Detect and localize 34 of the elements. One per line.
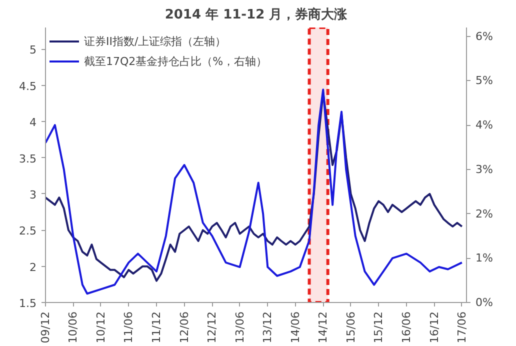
y2-tick-label: 3% <box>476 162 493 176</box>
x-tick-label: 13/06 <box>233 311 246 344</box>
x-tick-label: 15/12 <box>372 311 386 344</box>
x-tick-label: 17/06 <box>455 311 468 344</box>
x-tick-label: 11/12 <box>150 311 163 344</box>
x-tick-label: 11/06 <box>122 311 136 344</box>
x-tick-label: 14/06 <box>288 311 302 344</box>
y-tick-label: 4.5 <box>19 80 37 93</box>
x-tick-label: 12/06 <box>178 311 191 344</box>
y-tick-label: 3.5 <box>19 152 37 166</box>
y-tick-label: 2 <box>30 260 36 274</box>
y-tick-label: 4 <box>30 116 36 130</box>
y2-tick-label: 6% <box>476 30 493 43</box>
y2-tick-label: 2% <box>476 207 493 220</box>
y2-tick-label: 5% <box>476 74 493 88</box>
legend-label: 截至17Q2基金持仓占比（%，右轴） <box>84 54 268 68</box>
chart-title: 2014 年 11-12 月，券商大涨 <box>164 6 348 22</box>
x-tick-label: 09/12 <box>39 311 52 344</box>
y-tick-label: 3 <box>30 188 36 202</box>
x-tick-label: 13/12 <box>261 311 274 344</box>
x-tick-label: 15/06 <box>344 311 358 344</box>
x-tick-label: 14/12 <box>316 311 330 344</box>
y2-tick-label: 1% <box>476 252 493 265</box>
y-tick-label: 2.5 <box>19 224 37 238</box>
legend-label: 证券II指数/上证综指（左轴） <box>84 34 226 48</box>
y-tick-label: 5 <box>30 44 36 57</box>
y-tick-label: 1.5 <box>19 297 37 310</box>
x-tick-label: 16/06 <box>400 311 413 344</box>
x-tick-label: 12/12 <box>206 311 219 344</box>
x-tick-label: 10/12 <box>94 311 108 344</box>
x-tick-label: 10/06 <box>66 311 80 344</box>
x-tick-label: 16/12 <box>428 311 441 344</box>
y2-tick-label: 0% <box>476 296 493 309</box>
y2-tick-label: 4% <box>476 118 493 132</box>
